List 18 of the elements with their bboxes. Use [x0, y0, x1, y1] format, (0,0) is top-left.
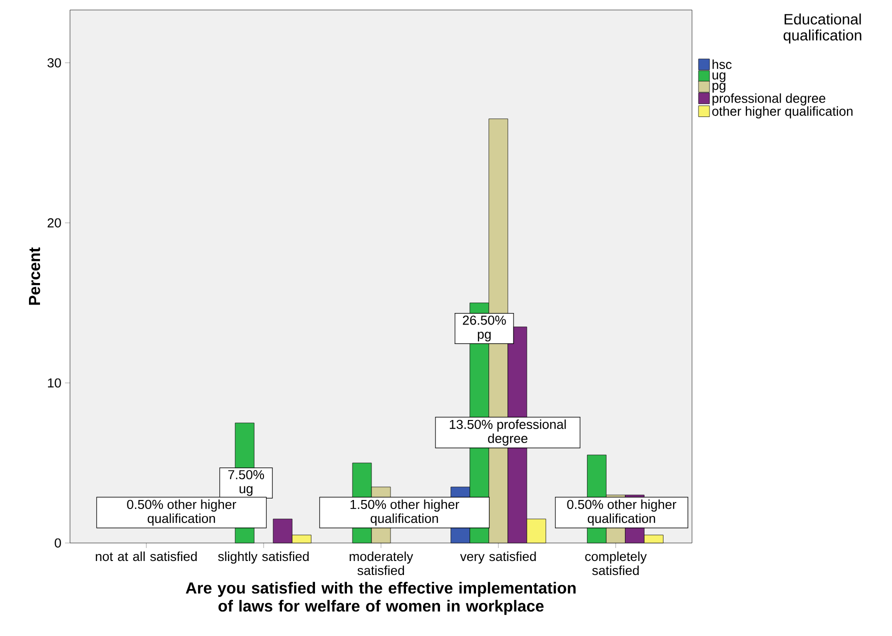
legend-label: ug	[712, 72, 726, 82]
x-tick-label: slightly satisfied	[218, 552, 309, 564]
y-axis-title: Percent	[28, 247, 40, 305]
legend-label: pg	[712, 82, 726, 93]
y-tick-label: 0	[54, 538, 61, 548]
y-tick-label: 10	[48, 378, 61, 388]
x-tick-label: not at all satisfied	[96, 552, 197, 562]
legend-label: hsc	[712, 59, 732, 70]
x-tick-label: very satisfied	[460, 552, 536, 564]
x-tick-label: completely satisfied	[585, 552, 647, 576]
annotation: 1.50% other higher qualification	[350, 500, 460, 526]
y-tick-label: 20	[48, 218, 61, 228]
legend-label: professional degree	[712, 93, 826, 106]
y-tick-label: 30	[48, 58, 61, 68]
x-tick-label: moderately satisfied	[350, 552, 414, 576]
legend-title: Educational qualification	[784, 14, 862, 44]
legend-label: other higher qualification	[712, 106, 852, 118]
x-axis-title: Are you satisfied with the effective implementation of laws for welfare of women in workplace	[186, 582, 576, 615]
